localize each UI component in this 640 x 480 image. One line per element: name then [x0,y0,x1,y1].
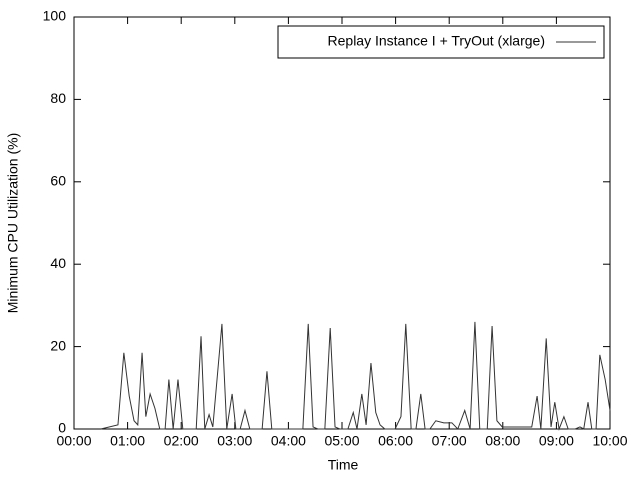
y-tick-label: 80 [50,90,66,106]
x-tick-label: 08:00 [485,433,520,449]
x-tick-label: 02:00 [164,433,199,449]
y-tick-label: 60 [50,173,66,189]
plot-frame [73,16,611,430]
legend-label: Replay Instance I + TryOut (xlarge) [328,33,545,49]
legend-box [277,25,605,59]
y-tick-label: 40 [50,255,66,271]
y-axis-label: Minimum CPU Utilization (%) [5,133,21,313]
x-tick-label: 05:00 [324,433,359,449]
x-tick-label: 07:00 [432,433,467,449]
x-tick-label: 04:00 [271,433,306,449]
data-line [100,321,611,431]
x-tick-label: 06:00 [378,433,413,449]
x-tick-label: 10:00 [592,433,627,449]
x-tick-label: 09:00 [539,433,574,449]
x-axis-label: Time [328,457,359,473]
x-tick-label: 03:00 [217,433,252,449]
x-tick-label: 01:00 [110,433,145,449]
x-tick-label: 00:00 [56,433,91,449]
y-tick-label: 100 [43,8,67,24]
y-tick-label: 0 [58,420,66,436]
y-tick-label: 20 [50,337,66,353]
